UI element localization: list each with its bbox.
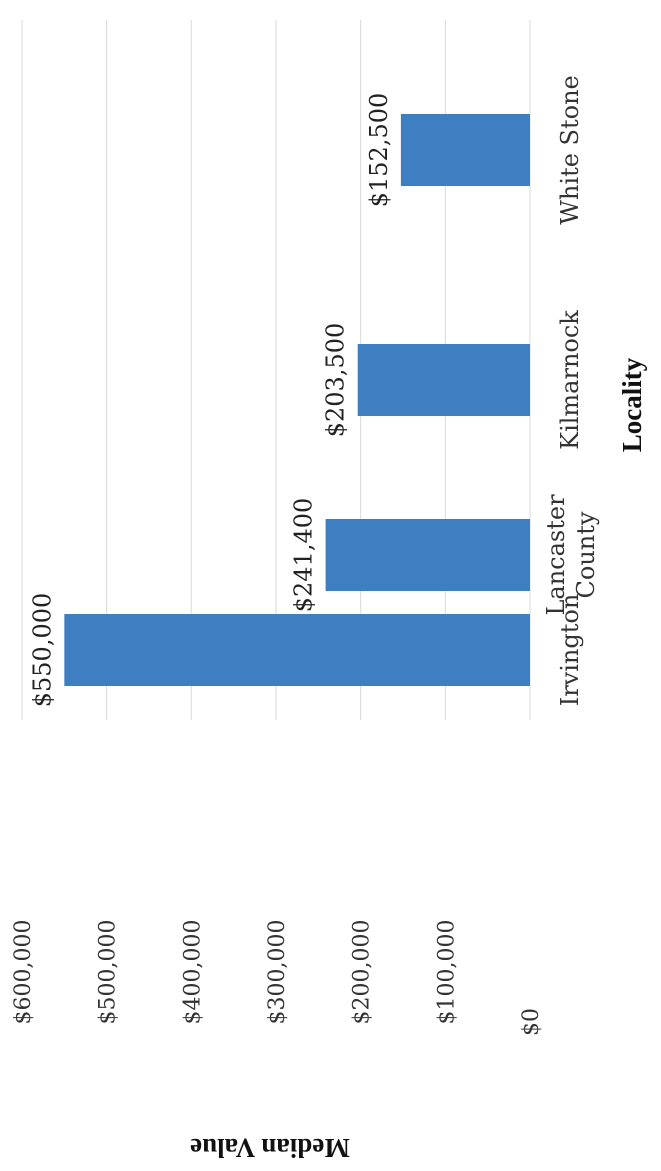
category-label: Kilmarnock bbox=[556, 310, 584, 450]
category-label: White Stone bbox=[556, 75, 584, 224]
bar-white-stone[interactable] bbox=[400, 114, 530, 186]
y-axis-title: Median Value bbox=[190, 1133, 350, 1163]
data-label: $203,500 bbox=[322, 323, 350, 438]
bar-kilmarnock[interactable] bbox=[357, 344, 530, 416]
plot-area: $0 $100,000 $200,000 $300,000 $400,000 $500,0… bbox=[11, 20, 647, 1163]
y-tick-label: $300,000 bbox=[265, 920, 290, 1025]
y-tick-label: $0 bbox=[519, 1008, 544, 1036]
category-label-line: Irvington bbox=[556, 594, 584, 707]
y-tick-label: $400,000 bbox=[180, 920, 205, 1025]
category-label-line: White Stone bbox=[556, 75, 584, 224]
category-label: Irvington bbox=[556, 594, 584, 707]
category-label-line: County bbox=[572, 511, 600, 598]
x-axis-title: Locality bbox=[617, 357, 647, 452]
data-label: $241,400 bbox=[290, 498, 318, 613]
data-label: $152,500 bbox=[365, 93, 393, 208]
category-label-line: Lancaster bbox=[542, 494, 570, 616]
category-label-line: Kilmarnock bbox=[556, 310, 584, 450]
category-label: LancasterCounty bbox=[542, 494, 600, 616]
bar-lancaster-county[interactable] bbox=[325, 519, 530, 591]
y-tick-label: $200,000 bbox=[350, 920, 375, 1025]
y-tick-label: $500,000 bbox=[96, 920, 121, 1025]
y-tick-label: $100,000 bbox=[434, 920, 459, 1025]
y-tick-label: $600,000 bbox=[11, 920, 36, 1025]
data-label: $550,000 bbox=[28, 593, 56, 708]
bar-irvington[interactable] bbox=[64, 614, 530, 686]
